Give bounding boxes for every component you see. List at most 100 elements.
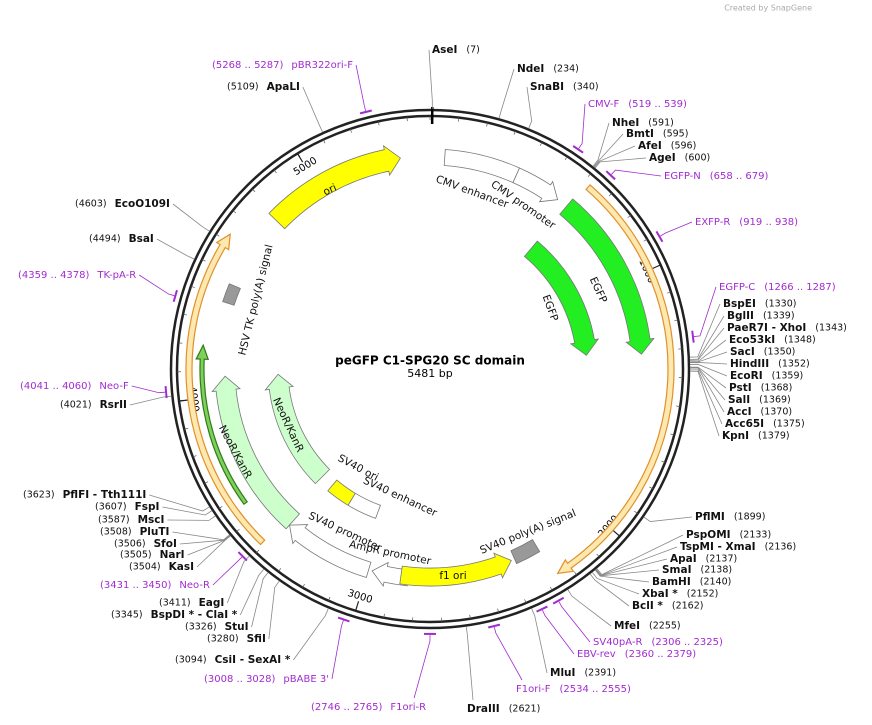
connector xyxy=(689,366,727,389)
enzyme-name: SmaI xyxy=(662,564,692,576)
ring-tick xyxy=(323,139,326,144)
ring-tick xyxy=(627,214,632,218)
primer-mark xyxy=(655,230,664,243)
ring-tick xyxy=(676,405,681,407)
connector xyxy=(689,367,726,401)
site-position: (2136) xyxy=(765,542,797,553)
ring-tick xyxy=(328,596,331,601)
site-position: (1348) xyxy=(784,335,816,346)
site-position: (2140) xyxy=(700,577,732,588)
enzyme-name: CsiI - SexAI * xyxy=(215,654,291,666)
ruler-tick xyxy=(178,399,190,402)
primer-site: (2306 .. 2325) xyxy=(651,637,723,648)
enzyme-name: TspMI - XmaI xyxy=(680,541,756,553)
connector xyxy=(589,573,630,607)
site-position: (1379) xyxy=(758,431,790,442)
connector xyxy=(131,385,166,394)
enzyme-name: RsrII xyxy=(100,399,127,411)
site-position: (5109) xyxy=(227,82,259,93)
enzyme-name: SalI xyxy=(728,394,750,406)
site-position: (340) xyxy=(573,82,599,93)
connector xyxy=(542,609,575,655)
site-position: (2138) xyxy=(701,565,733,576)
primer-site: (519 .. 539) xyxy=(628,99,687,110)
primer-name: pBR322ori-F xyxy=(291,60,353,71)
primer-site: (4041 .. 4060) xyxy=(20,381,92,392)
primer-mark xyxy=(337,616,350,623)
feature xyxy=(510,539,541,565)
enzyme-name: Eco53kI xyxy=(729,334,775,346)
site-position: (3094) xyxy=(175,655,207,666)
site-position: (2391) xyxy=(584,668,616,679)
ring-tick xyxy=(634,510,638,514)
map-length: 5481 bp xyxy=(407,367,452,380)
enzyme-name: MfeI xyxy=(614,620,640,632)
connector xyxy=(138,274,175,297)
site-position: (2621) xyxy=(509,704,541,715)
feature xyxy=(264,373,331,485)
feature xyxy=(523,240,600,356)
connector xyxy=(187,535,231,556)
ring-tick xyxy=(184,427,189,430)
site-position: (1370) xyxy=(760,407,792,418)
site-position: (591) xyxy=(648,118,674,129)
map-title: peGFP C1-SPG20 SC domain xyxy=(335,354,525,368)
feature-arc xyxy=(185,233,266,546)
connector xyxy=(689,367,725,413)
primer-name: EGFP-N xyxy=(664,171,701,182)
feature xyxy=(347,492,381,519)
enzyme-name: PflMI xyxy=(695,511,725,523)
connector xyxy=(493,627,523,681)
enzyme-name: BglII xyxy=(727,310,754,322)
primer-name: TK-pA-R xyxy=(96,270,136,281)
enzyme-name: XbaI * xyxy=(642,588,678,600)
enzyme-name: KpnI xyxy=(722,430,749,442)
enzyme-name: MluI xyxy=(550,667,575,679)
ring-tick xyxy=(513,130,516,135)
ring-tick xyxy=(251,188,256,193)
connector xyxy=(689,362,728,365)
ruler-label: 5000 xyxy=(292,155,319,178)
primer-mark xyxy=(172,289,178,303)
primer-name: Neo-R xyxy=(179,580,210,591)
feature xyxy=(399,552,512,587)
site-position: (596) xyxy=(671,141,697,152)
site-position: (1343) xyxy=(815,323,847,334)
enzyme-name: BclI * xyxy=(632,600,663,612)
connector xyxy=(558,601,591,643)
primer-site: (2746 .. 2765) xyxy=(311,702,383,713)
site-position: (2137) xyxy=(706,554,738,565)
primer-mark xyxy=(536,605,548,613)
enzyme-name: PaeR7I - XhoI xyxy=(727,322,806,334)
site-position: (595) xyxy=(663,129,689,140)
enzyme-name: SacI xyxy=(730,346,755,358)
site-position: (3504) xyxy=(129,562,161,573)
connector xyxy=(693,286,717,337)
connector xyxy=(689,369,723,425)
site-position: (3607) xyxy=(95,502,127,513)
ring-tick xyxy=(469,614,471,619)
site-position: (3623) xyxy=(23,490,55,501)
connector xyxy=(689,363,728,377)
ruler-tick xyxy=(651,264,661,270)
ring-tick xyxy=(564,156,568,161)
ring-tick xyxy=(377,121,380,126)
feature-label: EGFP xyxy=(587,275,609,305)
site-position: (1339) xyxy=(763,311,795,322)
site-position: (1899) xyxy=(734,512,766,523)
connector xyxy=(591,571,640,595)
feature xyxy=(512,167,559,203)
enzyme-name: BspEI xyxy=(723,298,756,310)
site-position: (7) xyxy=(466,45,479,56)
primer-name: EXFP-R xyxy=(695,217,730,228)
site-position: (3587) xyxy=(98,515,130,526)
feature xyxy=(222,283,241,306)
connector xyxy=(355,64,367,111)
connector xyxy=(331,620,344,680)
primer-site: (3008 .. 3028) xyxy=(204,674,276,685)
site-position: (3508) xyxy=(100,527,132,538)
ring-tick xyxy=(587,173,591,177)
enzyme-name: HindIII xyxy=(730,358,769,370)
connector xyxy=(594,569,650,583)
primer-mark xyxy=(164,386,168,399)
